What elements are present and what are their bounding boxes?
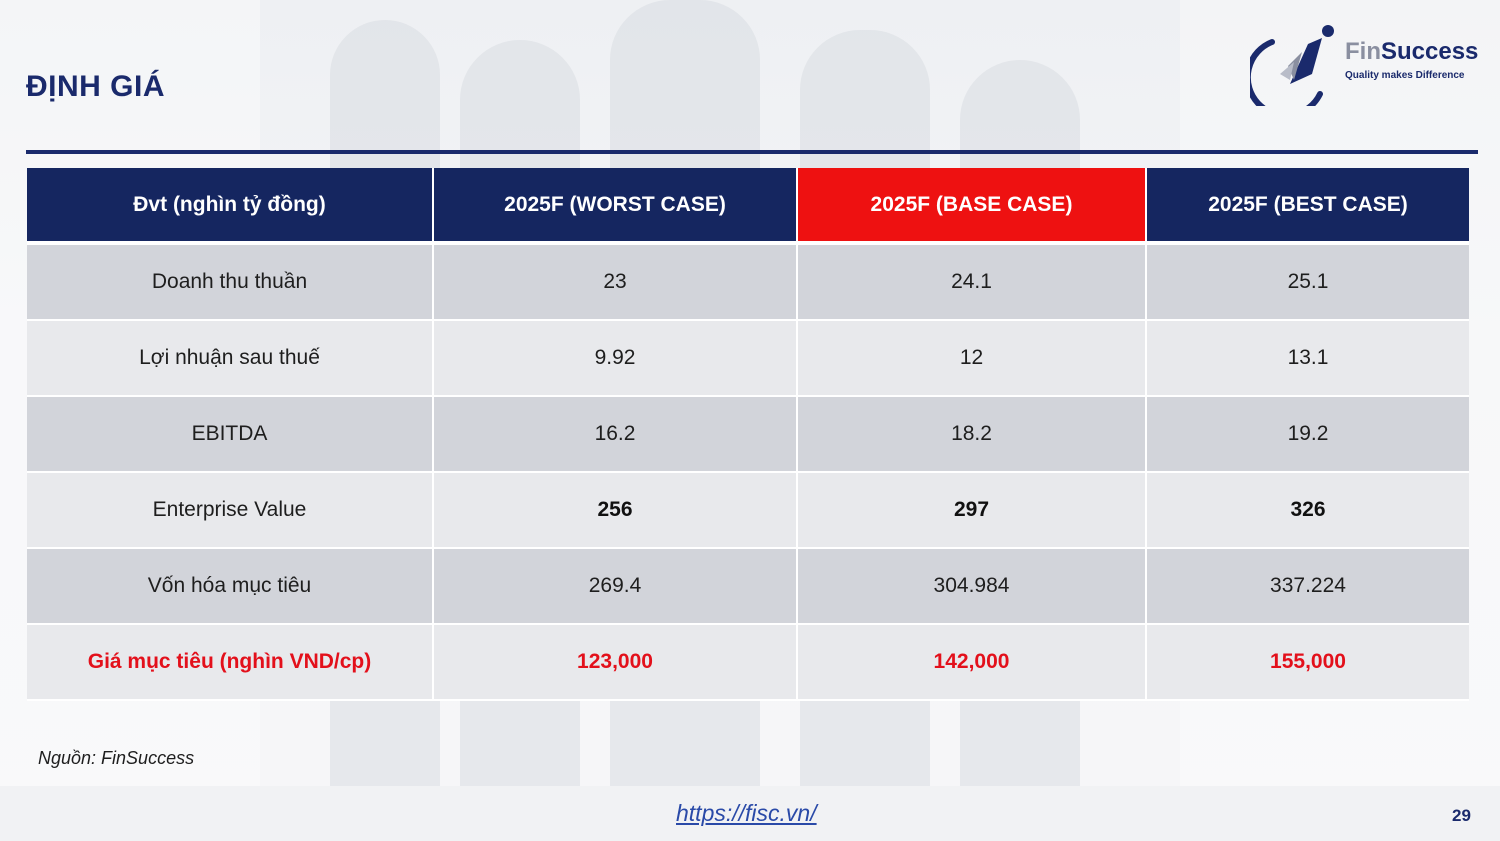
header-unit: Đvt (nghìn tỷ đồng): [27, 168, 434, 245]
header-worst-case: 2025F (WORST CASE): [433, 168, 798, 245]
header-best-case: 2025F (BEST CASE): [1146, 168, 1469, 245]
page-number: 29: [1452, 806, 1471, 825]
cell-best: 19.2: [1146, 396, 1469, 473]
table-row: Lợi nhuận sau thuế 9.92 12 13.1: [27, 320, 1469, 397]
cell-worst: 123,000: [433, 624, 798, 701]
header-base-case: 2025F (BASE CASE): [797, 168, 1147, 245]
table-row: Giá mục tiêu (nghìn VND/cp) 123,000 142,…: [27, 624, 1469, 701]
valuation-table: Đvt (nghìn tỷ đồng) 2025F (WORST CASE) 2…: [27, 168, 1469, 701]
cell-base: 24.1: [797, 243, 1147, 321]
row-label: EBITDA: [27, 396, 434, 473]
source-note: Nguồn: FinSuccess: [38, 748, 195, 768]
row-label: Enterprise Value: [27, 472, 434, 549]
finsuccess-logo: FinSuccess Quality makes Difference: [1250, 22, 1478, 106]
logo-tagline: Quality makes Difference: [1345, 70, 1465, 81]
cell-worst: 23: [433, 243, 798, 321]
finsuccess-emblem-icon: [1250, 25, 1334, 106]
cell-best: 337.224: [1146, 548, 1469, 625]
logo-success: Success: [1381, 38, 1479, 65]
cell-base: 12: [797, 320, 1147, 397]
cell-best: 155,000: [1146, 624, 1469, 701]
footer: [0, 786, 1500, 841]
logo-fin: Fin: [1345, 38, 1381, 65]
cell-base: 142,000: [797, 624, 1147, 701]
cell-worst: 256: [433, 472, 798, 549]
cell-best: 25.1: [1146, 243, 1469, 321]
cell-base: 18.2: [797, 396, 1147, 473]
slide-title: ĐỊNH GIÁ: [26, 70, 165, 103]
table-header-row: Đvt (nghìn tỷ đồng) 2025F (WORST CASE) 2…: [27, 168, 1469, 245]
logo-wordmark: FinSuccess: [1345, 38, 1478, 66]
row-label: Giá mục tiêu (nghìn VND/cp): [27, 624, 434, 701]
cell-worst: 269.4: [433, 548, 798, 625]
cell-base: 297: [797, 472, 1147, 549]
table-row: Enterprise Value 256 297 326: [27, 472, 1469, 549]
website-link[interactable]: https://fisc.vn/: [676, 800, 817, 826]
cell-best: 13.1: [1146, 320, 1469, 397]
row-label: Lợi nhuận sau thuế: [27, 320, 434, 397]
cell-worst: 9.92: [433, 320, 798, 397]
cell-base: 304.984: [797, 548, 1147, 625]
row-label: Doanh thu thuần: [27, 243, 434, 321]
title-divider: [26, 150, 1478, 154]
cell-worst: 16.2: [433, 396, 798, 473]
row-label: Vốn hóa mục tiêu: [27, 548, 434, 625]
cell-best: 326: [1146, 472, 1469, 549]
table-row: Doanh thu thuần 23 24.1 25.1: [27, 243, 1469, 321]
table-row: Vốn hóa mục tiêu 269.4 304.984 337.224: [27, 548, 1469, 625]
table-row: EBITDA 16.2 18.2 19.2: [27, 396, 1469, 473]
